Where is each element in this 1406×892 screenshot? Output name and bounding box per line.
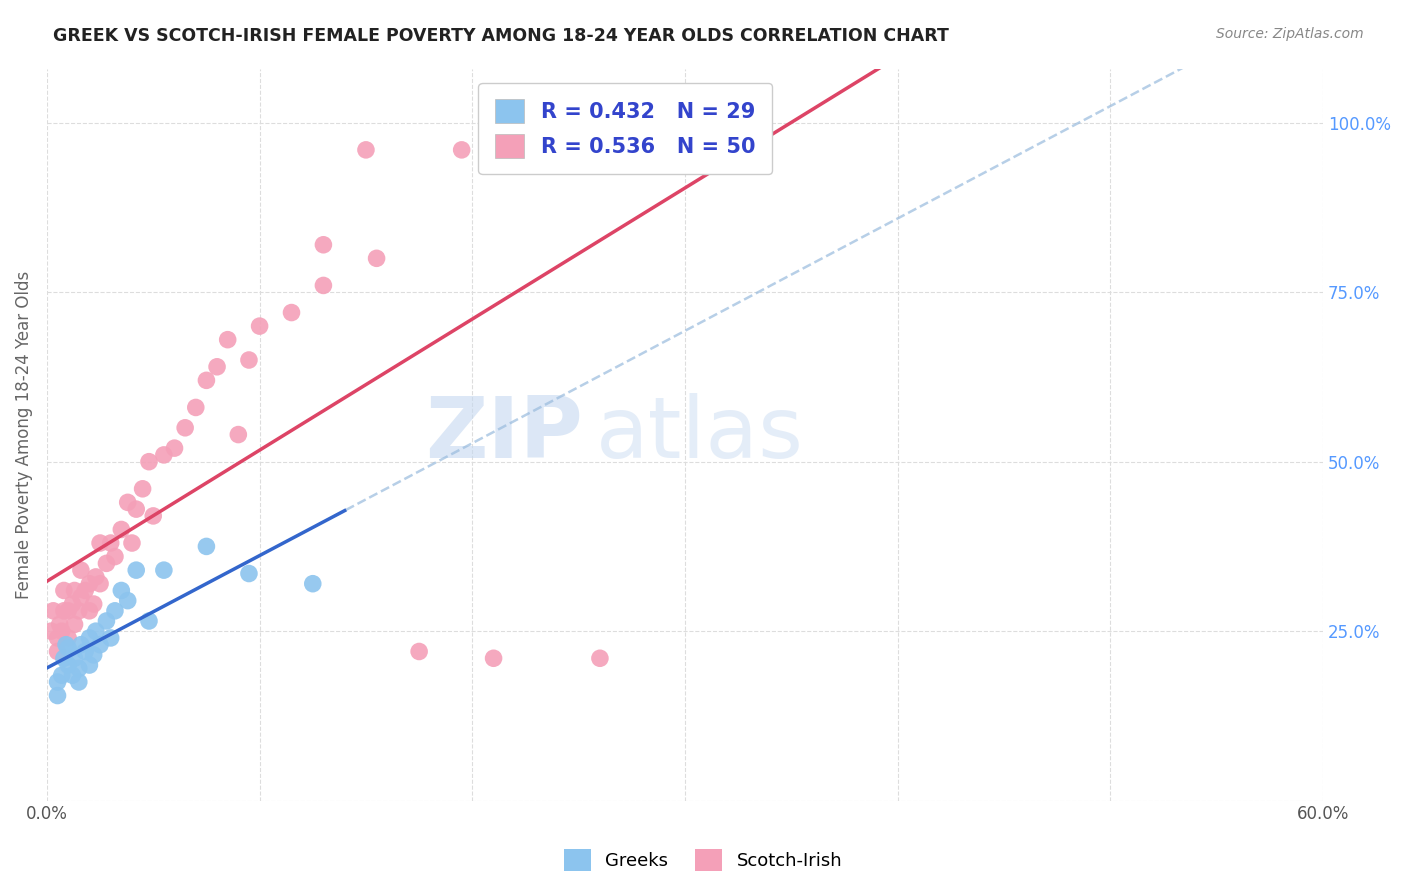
Point xyxy=(280,305,302,319)
Point xyxy=(63,583,86,598)
Point xyxy=(163,441,186,455)
Point xyxy=(39,624,62,639)
Point xyxy=(195,373,218,387)
Point xyxy=(51,668,73,682)
Point xyxy=(70,638,93,652)
Point xyxy=(52,583,75,598)
Point xyxy=(75,583,97,598)
Point xyxy=(84,570,107,584)
Point xyxy=(55,638,77,652)
Point xyxy=(56,631,79,645)
Point xyxy=(62,597,84,611)
Point xyxy=(366,252,388,266)
Point xyxy=(46,631,69,645)
Point xyxy=(195,540,218,554)
Point xyxy=(67,661,90,675)
Point xyxy=(79,658,101,673)
Point xyxy=(408,644,430,658)
Point xyxy=(89,536,111,550)
Point xyxy=(125,502,148,516)
Point xyxy=(96,614,118,628)
Point xyxy=(153,563,176,577)
Point xyxy=(79,631,101,645)
Point xyxy=(228,427,250,442)
Point xyxy=(142,508,165,523)
Y-axis label: Female Poverty Among 18-24 Year Olds: Female Poverty Among 18-24 Year Olds xyxy=(15,270,32,599)
Point xyxy=(110,523,132,537)
Point xyxy=(482,651,505,665)
Point xyxy=(51,624,73,639)
Point xyxy=(174,421,197,435)
Point xyxy=(217,333,239,347)
Point xyxy=(56,604,79,618)
Point xyxy=(100,536,122,550)
Point xyxy=(46,644,69,658)
Point xyxy=(153,448,176,462)
Point xyxy=(52,604,75,618)
Point xyxy=(524,143,547,157)
Point xyxy=(56,641,79,656)
Point xyxy=(96,557,118,571)
Point xyxy=(138,455,160,469)
Point xyxy=(184,401,207,415)
Point xyxy=(46,675,69,690)
Point xyxy=(738,129,761,144)
Point xyxy=(83,648,105,662)
Point xyxy=(79,576,101,591)
Text: Source: ZipAtlas.com: Source: ZipAtlas.com xyxy=(1216,27,1364,41)
Point xyxy=(100,631,122,645)
Point xyxy=(312,278,335,293)
Point xyxy=(131,482,153,496)
Point xyxy=(62,668,84,682)
Point xyxy=(56,658,79,673)
Text: atlas: atlas xyxy=(596,393,804,476)
Point xyxy=(205,359,228,374)
Point xyxy=(63,651,86,665)
Point xyxy=(42,604,65,618)
Point xyxy=(589,651,612,665)
Point xyxy=(46,689,69,703)
Point xyxy=(238,566,260,581)
Point xyxy=(117,593,139,607)
Point xyxy=(104,604,127,618)
Point xyxy=(70,591,93,605)
Point xyxy=(121,536,143,550)
Point xyxy=(83,597,105,611)
Point xyxy=(63,617,86,632)
Text: ZIP: ZIP xyxy=(425,393,583,476)
Point xyxy=(75,644,97,658)
Point xyxy=(138,614,160,628)
Point xyxy=(67,604,90,618)
Point xyxy=(84,624,107,639)
Point xyxy=(52,651,75,665)
Point xyxy=(79,604,101,618)
Point xyxy=(104,549,127,564)
Point xyxy=(450,143,472,157)
Legend: Greeks, Scotch-Irish: Greeks, Scotch-Irish xyxy=(557,842,849,879)
Legend: R = 0.432   N = 29, R = 0.536   N = 50: R = 0.432 N = 29, R = 0.536 N = 50 xyxy=(478,83,772,175)
Point xyxy=(70,563,93,577)
Point xyxy=(48,617,70,632)
Text: GREEK VS SCOTCH-IRISH FEMALE POVERTY AMONG 18-24 YEAR OLDS CORRELATION CHART: GREEK VS SCOTCH-IRISH FEMALE POVERTY AMO… xyxy=(53,27,949,45)
Point xyxy=(301,576,323,591)
Point xyxy=(117,495,139,509)
Point xyxy=(67,675,90,690)
Point xyxy=(89,576,111,591)
Point xyxy=(125,563,148,577)
Point xyxy=(312,237,335,252)
Point xyxy=(89,638,111,652)
Point xyxy=(249,319,271,334)
Point xyxy=(238,353,260,368)
Point xyxy=(354,143,377,157)
Point xyxy=(110,583,132,598)
